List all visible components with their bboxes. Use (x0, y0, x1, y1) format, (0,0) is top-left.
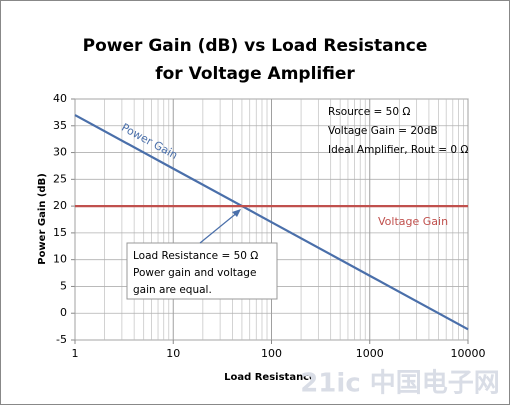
y-tick-label: 25 (53, 172, 67, 185)
watermark: 21ic 中国电子网 (300, 369, 500, 399)
y-tick-label: 5 (60, 279, 67, 292)
chart-title: Power Gain (dB) vs Load Resistance (83, 36, 428, 56)
y-tick-label: 20 (53, 199, 67, 212)
x-axis-label: Load Resistance (224, 372, 316, 383)
callout-text: Power gain and voltage (133, 267, 256, 279)
arrow-head (232, 209, 241, 217)
x-tick-label: 10000 (451, 347, 486, 360)
y-tick-label: 35 (53, 119, 67, 132)
x-tick-label: 1 (72, 347, 79, 360)
x-tick-label: 1000 (356, 347, 384, 360)
y-tick-label: 0 (60, 306, 67, 319)
annotation: Voltage Gain = 20dB (328, 125, 438, 137)
callout-text: Load Resistance = 50 Ω (133, 250, 258, 262)
y-axis-label: Power Gain (dB) (37, 173, 48, 265)
callout-arrow (199, 211, 239, 244)
y-tick-label: 30 (53, 146, 67, 159)
annotation: Rsource = 50 Ω (328, 106, 410, 118)
y-tick-label: 15 (53, 226, 67, 239)
y-tick-label: 10 (53, 253, 67, 266)
series-line (74, 114, 469, 331)
y-tick-label: 40 (53, 92, 67, 105)
chart-title: for Voltage Amplifier (155, 64, 355, 84)
y-tick-label: -5 (56, 333, 67, 346)
x-tick-label: 10 (166, 347, 180, 360)
callout-text: gain are equal. (133, 284, 212, 296)
x-tick-label: 100 (261, 347, 282, 360)
series-label: Voltage Gain (378, 215, 448, 228)
callout-box (126, 242, 278, 300)
annotation: Ideal Amplifier, Rout = 0 Ω (328, 144, 468, 156)
